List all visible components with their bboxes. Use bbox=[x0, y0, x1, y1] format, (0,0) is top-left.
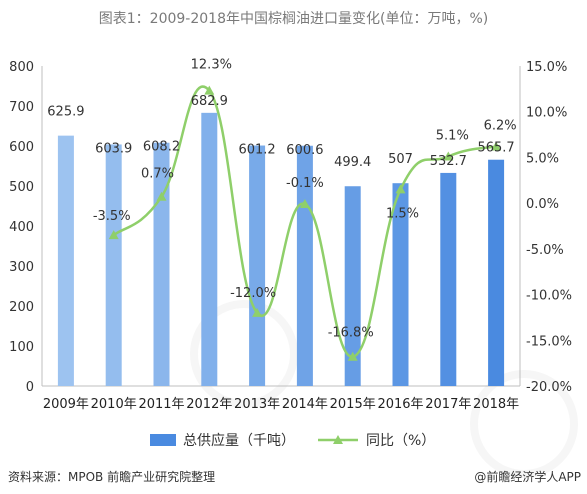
bar-value-label: 601.2 bbox=[238, 143, 275, 158]
y-tick-label-left: 700 bbox=[9, 100, 34, 115]
watermark-circle bbox=[470, 370, 578, 478]
line-marker-triangle bbox=[156, 191, 167, 201]
x-tick-label: 2010年 bbox=[91, 397, 137, 412]
y-tick-label-left: 0 bbox=[26, 380, 34, 395]
bar bbox=[392, 183, 409, 386]
bar bbox=[201, 112, 218, 386]
watermark-circle bbox=[190, 300, 298, 408]
line-marker-triangle bbox=[108, 230, 119, 240]
y-tick-label-right: 5.0% bbox=[526, 151, 559, 166]
y-tick-label-left: 600 bbox=[9, 140, 34, 155]
bar bbox=[57, 135, 74, 386]
x-tick-label: 2009年 bbox=[43, 397, 89, 412]
x-tick-label: 2014年 bbox=[282, 397, 328, 412]
y-tick-label-right: -10.0% bbox=[526, 289, 572, 304]
legend-marker-line bbox=[333, 435, 343, 444]
bar-value-label: 608.2 bbox=[143, 140, 180, 155]
bar-value-label: 499.4 bbox=[334, 155, 371, 170]
line-marker-triangle bbox=[491, 141, 502, 151]
y-tick-label-left: 300 bbox=[9, 260, 34, 275]
legend-label-line: 同比（%） bbox=[366, 433, 435, 449]
line-marker-triangle bbox=[395, 184, 406, 194]
line-marker-triangle bbox=[252, 307, 263, 317]
line-value-label: -3.5% bbox=[93, 209, 131, 224]
y-tick-label-right: 15.0% bbox=[526, 60, 567, 75]
line-marker-triangle bbox=[204, 85, 215, 95]
y-tick-label-left: 100 bbox=[9, 340, 34, 355]
x-tick-label: 2018年 bbox=[473, 397, 519, 412]
bar-value-label: 682.9 bbox=[191, 94, 228, 109]
line-marker-triangle bbox=[443, 151, 454, 161]
bar bbox=[105, 144, 122, 386]
bar bbox=[344, 186, 361, 386]
x-tick-label: 2011年 bbox=[138, 397, 184, 412]
bar-value-label: 532.7 bbox=[430, 154, 467, 169]
line-value-label: 0.7% bbox=[141, 167, 174, 182]
series-line-yoy bbox=[112, 85, 497, 358]
line-value-label: -0.1% bbox=[286, 176, 324, 191]
chart-title: 图表1：2009-2018年中国棕榈油进口量变化(单位：万吨，%) bbox=[98, 11, 489, 27]
y-tick-label-right: -20.0% bbox=[526, 380, 572, 395]
bar-value-label: 565.7 bbox=[477, 141, 514, 156]
line-marker-triangle bbox=[347, 351, 358, 361]
x-tick-label: 2015年 bbox=[330, 397, 376, 412]
bar bbox=[249, 145, 266, 386]
bar-value-label: 603.9 bbox=[95, 141, 132, 156]
y-tick-label-right: -5.0% bbox=[526, 243, 564, 258]
bar-value-label: 625.9 bbox=[47, 105, 84, 120]
legend-swatch-bar bbox=[150, 434, 176, 446]
bar bbox=[488, 159, 505, 386]
line-value-label: -16.8% bbox=[328, 326, 374, 341]
line-value-label: 1.5% bbox=[386, 206, 419, 221]
y-tick-label-right: -15.0% bbox=[526, 334, 572, 349]
line-value-label: 6.2% bbox=[484, 118, 517, 133]
y-tick-label-left: 200 bbox=[9, 300, 34, 315]
x-tick-label: 2017年 bbox=[425, 397, 471, 412]
x-tick-label: 2013年 bbox=[234, 397, 280, 412]
legend-label-bar: 总供应量（千吨） bbox=[183, 432, 295, 449]
line-value-label: 12.3% bbox=[191, 58, 232, 73]
bar bbox=[440, 172, 457, 386]
line-marker-triangle bbox=[299, 199, 310, 209]
y-tick-label-left: 800 bbox=[9, 60, 34, 75]
y-tick-label-right: 0.0% bbox=[526, 197, 559, 212]
x-tick-label: 2012年 bbox=[186, 397, 232, 412]
line-value-label: 5.1% bbox=[436, 129, 469, 144]
x-tick-label: 2016年 bbox=[377, 397, 423, 412]
bar-value-label: 507 bbox=[388, 152, 413, 167]
source-note: 资料来源：MPOB 前瞻产业研究院整理 bbox=[8, 470, 216, 484]
y-tick-label-right: 10.0% bbox=[526, 106, 567, 121]
y-tick-label-left: 500 bbox=[9, 180, 34, 195]
line-value-label: -12.0% bbox=[230, 286, 276, 301]
brand-logo-text: @前瞻经济学人APP bbox=[474, 470, 581, 484]
bar-value-label: 600.6 bbox=[286, 143, 323, 158]
y-tick-label-left: 400 bbox=[9, 220, 34, 235]
